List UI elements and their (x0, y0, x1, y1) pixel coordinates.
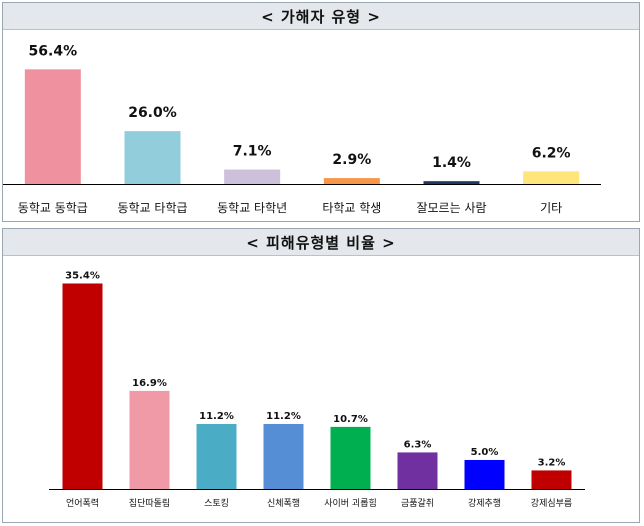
bar (423, 181, 480, 184)
bar (224, 169, 281, 184)
data-label: 56.4% (29, 43, 78, 59)
data-label: 10.7% (333, 414, 368, 425)
bar (464, 459, 505, 489)
category-label: 타학교 학생 (322, 201, 381, 215)
category-label: 금품갈취 (401, 498, 434, 509)
category-label: 스토킹 (204, 497, 229, 509)
chart-title: < 가해자 유형 > (3, 3, 639, 30)
victim-type-panel: < 피해유형별 비율 > 35.4% 언어폭력 16.9% 집단따돌림 11.2% 스토킹… (2, 228, 640, 523)
data-label: 5.0% (471, 447, 499, 458)
data-label: 11.2% (199, 411, 234, 422)
data-label: 35.4% (65, 270, 100, 281)
data-label: 6.2% (532, 145, 571, 161)
category-label: 집단따돌림 (129, 497, 170, 509)
category-label: 잘모르는 사람 (416, 201, 486, 215)
bar (323, 178, 380, 184)
category-label: 사이버 괴롭힘 (324, 498, 377, 509)
category-label: 동학교 동학급 (18, 201, 88, 215)
chart-title: < 피해유형별 비율 > (3, 229, 639, 256)
bar (531, 470, 572, 489)
bar (263, 423, 304, 489)
bar (24, 69, 81, 184)
perpetrator-type-panel: < 가해자 유형 > 56.4% 동학교 동학급 26.0% 동학교 타학급 7.1% 동… (2, 2, 640, 222)
category-label: 신체폭행 (267, 497, 300, 509)
category-label: 강제추행 (468, 497, 501, 509)
bar (129, 390, 170, 489)
bar (62, 283, 103, 489)
chart-title-text: < 가해자 유형 > (261, 7, 381, 26)
bar (330, 426, 371, 489)
category-label: 기타 (540, 201, 562, 215)
bar (124, 131, 181, 184)
data-label: 7.1% (233, 144, 272, 160)
data-label: 16.9% (132, 378, 167, 389)
category-label: 동학교 타학급 (117, 201, 187, 215)
victim-type-bar-chart: 35.4% 언어폭력 16.9% 집단따돌림 11.2% 스토킹 11.2% 신체폭행 10.7… (49, 270, 585, 509)
category-label: 언어폭력 (66, 497, 99, 509)
category-label: 강제심부름 (531, 498, 572, 509)
bar (523, 171, 580, 184)
category-label: 동학교 타학년 (217, 201, 287, 215)
bar (196, 423, 237, 489)
bar (397, 452, 438, 489)
data-label: 11.2% (266, 411, 301, 422)
perpetrator-type-bar-chart: 56.4% 동학교 동학급 26.0% 동학교 타학급 7.1% 동학교 타학년 2.9% 타… (3, 43, 601, 215)
chart-title-text: < 피해유형별 비율 > (246, 233, 396, 252)
data-label: 6.3% (404, 439, 432, 450)
data-label: 1.4% (432, 155, 471, 171)
data-label: 3.2% (538, 457, 566, 468)
data-label: 26.0% (128, 105, 177, 121)
data-label: 2.9% (332, 152, 371, 168)
